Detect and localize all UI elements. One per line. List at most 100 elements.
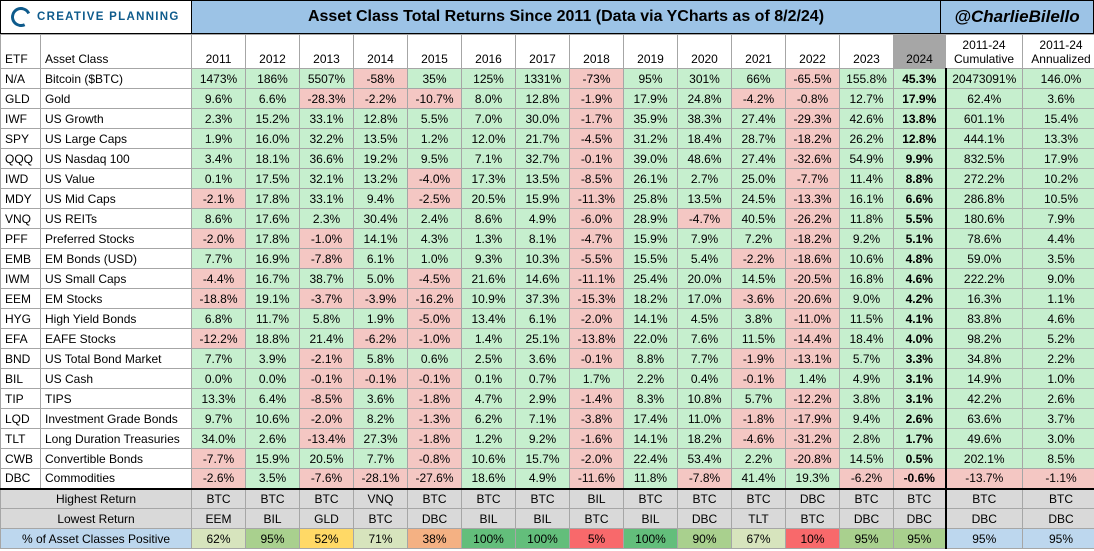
column-header: 2013 [299, 34, 354, 69]
return-cell: 35.9% [623, 108, 678, 129]
table-row: EMB EM Bonds (USD) 7.7% 16.9% -7.8% 6.1% 1.0% 9… [0, 248, 1094, 269]
summary-label: Highest Return [0, 487, 192, 509]
return-cell: -31.2% [785, 428, 840, 449]
return-cell: 8.5% [1022, 448, 1094, 469]
column-header: 2023 [839, 34, 894, 69]
etf-cell: VNQ [0, 208, 41, 229]
summary-cell: DBC [407, 508, 462, 529]
asset-class-cell: EAFE Stocks [40, 328, 192, 349]
return-cell: 2.9% [515, 388, 570, 409]
return-cell: -65.5% [785, 68, 840, 89]
return-cell: -16.2% [407, 288, 462, 309]
return-cell: -1.8% [407, 428, 462, 449]
return-cell: -3.6% [731, 288, 786, 309]
return-cell: 10.3% [515, 248, 570, 269]
return-cell: -18.6% [785, 248, 840, 269]
summary-cell: BTC [569, 508, 624, 529]
return-cell: -0.8% [785, 88, 840, 109]
return-cell: -12.2% [191, 328, 246, 349]
return-cell: -0.1% [407, 368, 462, 389]
return-cell: 4.7% [461, 388, 516, 409]
etf-cell: EMB [0, 248, 41, 269]
return-cell: 17.6% [245, 208, 300, 229]
return-cell: 16.8% [839, 268, 894, 289]
summary-cell: 90% [677, 528, 732, 549]
summary-cell: 100% [461, 528, 516, 549]
return-cell: 13.3% [1022, 128, 1094, 149]
table-row: EEM EM Stocks -18.8% 19.1% -3.7% -3.9% -16.2% 1… [0, 288, 1094, 309]
return-cell: 18.1% [245, 148, 300, 169]
asset-class-cell: US Value [40, 168, 192, 189]
return-cell: 17.3% [461, 168, 516, 189]
return-cell: 33.1% [299, 188, 354, 209]
return-cell: -2.2% [731, 248, 786, 269]
return-cell: 14.5% [839, 448, 894, 469]
return-cell: 1.0% [1022, 368, 1094, 389]
return-cell: 45.3% [893, 68, 946, 89]
table-row: QQQ US Nasdaq 100 3.4% 18.1% 36.6% 19.2% 9.5% 7… [0, 148, 1094, 169]
summary-cell: 5% [569, 528, 624, 549]
return-cell: 26.2% [839, 128, 894, 149]
return-cell: 8.1% [515, 228, 570, 249]
return-cell: 0.1% [461, 368, 516, 389]
table-row: N/A Bitcoin ($BTC) 1473% 186% 5507% -58% 35% 12… [0, 68, 1094, 89]
summary-cell: BIL [515, 508, 570, 529]
return-cell: 15.9% [245, 448, 300, 469]
asset-class-cell: Convertible Bonds [40, 448, 192, 469]
return-cell: -2.1% [191, 188, 246, 209]
return-cell: -10.7% [407, 88, 462, 109]
etf-cell: EFA [0, 328, 41, 349]
return-cell: 13.2% [353, 168, 408, 189]
etf-cell: SPY [0, 128, 41, 149]
summary-cell: 38% [407, 528, 462, 549]
return-cell: 5507% [299, 68, 354, 89]
summary-cell: BTC [515, 487, 570, 509]
summary-cell: BIL [245, 508, 300, 529]
return-cell: 4.8% [893, 248, 946, 269]
return-cell: 3.3% [893, 348, 946, 369]
summary-cell: BIL [569, 487, 624, 509]
summary-cell: BIL [461, 508, 516, 529]
return-cell: 12.0% [461, 128, 516, 149]
return-cell: -4.2% [731, 88, 786, 109]
return-cell: -7.6% [299, 468, 354, 489]
return-cell: 8.0% [461, 88, 516, 109]
summary-cell: BTC [191, 487, 246, 509]
column-header: 2022 [785, 34, 840, 69]
summary-cell: 95% [1022, 528, 1094, 549]
summary-cell: 100% [623, 528, 678, 549]
return-cell: 12.8% [353, 108, 408, 129]
summary-cell: DBC [893, 508, 946, 529]
return-cell: 3.6% [515, 348, 570, 369]
table-row: HYG High Yield Bonds 6.8% 11.7% 5.8% 1.9% -5.0… [0, 308, 1094, 329]
return-cell: 7.6% [677, 328, 732, 349]
return-cell: -58% [353, 68, 408, 89]
column-header: 2016 [461, 34, 516, 69]
etf-cell: IWD [0, 168, 41, 189]
return-cell: 2.2% [623, 368, 678, 389]
page-title: Asset Class Total Returns Since 2011 (Da… [191, 0, 940, 34]
summary-cell: GLD [299, 508, 354, 529]
return-cell: 0.0% [245, 368, 300, 389]
return-cell: 49.6% [944, 428, 1023, 449]
return-cell: -32.6% [785, 148, 840, 169]
etf-cell: N/A [0, 68, 41, 89]
return-cell: 2.5% [461, 348, 516, 369]
return-cell: -18.2% [785, 128, 840, 149]
asset-class-cell: US Cash [40, 368, 192, 389]
return-cell: -18.2% [785, 228, 840, 249]
return-cell: -20.6% [785, 288, 840, 309]
summary-cell: 62% [191, 528, 246, 549]
return-cell: 19.3% [785, 468, 840, 489]
asset-class-cell: EM Stocks [40, 288, 192, 309]
return-cell: -1.6% [569, 428, 624, 449]
return-cell: 25.8% [623, 188, 678, 209]
return-cell: 6.8% [191, 308, 246, 329]
return-cell: 2.4% [407, 208, 462, 229]
return-cell: -1.9% [731, 348, 786, 369]
return-cell: -17.9% [785, 408, 840, 429]
return-cell: 14.1% [623, 428, 678, 449]
table-row: GLD Gold 9.6% 6.6% -28.3% -2.2% -10.7% 8.0% 12.8… [0, 88, 1094, 109]
return-cell: 63.6% [944, 408, 1023, 429]
return-cell: 1.2% [407, 128, 462, 149]
